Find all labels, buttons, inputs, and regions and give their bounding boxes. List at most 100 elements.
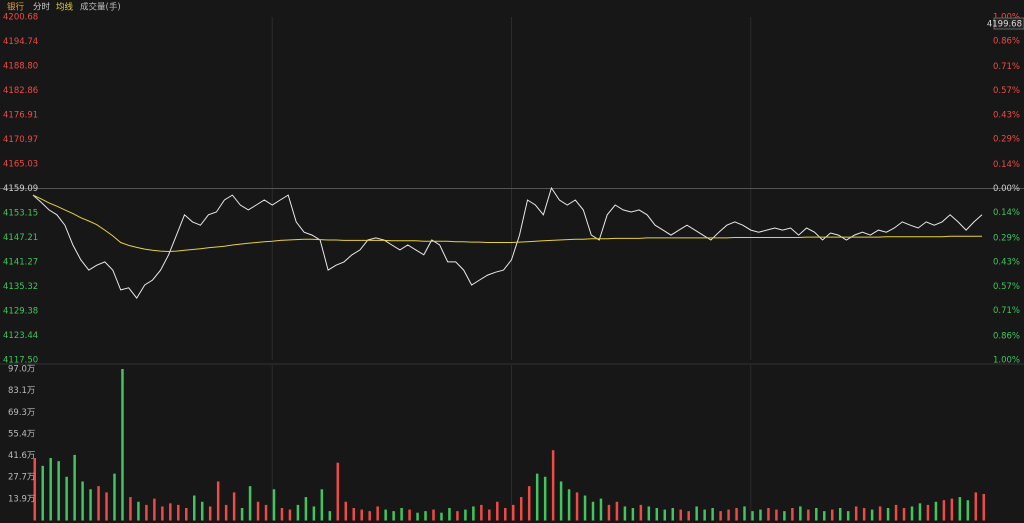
volume-bar: [910, 506, 914, 521]
volume-bar: [775, 509, 778, 521]
volume-bar: [304, 497, 308, 521]
volume-bar: [679, 509, 682, 521]
volume-bar: [512, 504, 515, 521]
y2-tick-label: 0.14%: [993, 208, 1020, 218]
volume-bar: [376, 506, 379, 521]
volume-bar: [169, 503, 172, 521]
y-tick-label: 69.3万: [8, 408, 35, 418]
volume-bar: [424, 511, 427, 521]
volume-bar: [575, 492, 579, 521]
chart-title: 银行: [7, 2, 25, 13]
volume-bar: [647, 506, 651, 521]
volume-bar: [49, 458, 52, 521]
volume-bar: [663, 509, 667, 521]
volume-bar: [432, 509, 435, 521]
crosshair-label: 4199.68: [987, 20, 1022, 30]
volume-bar: [193, 495, 196, 521]
volume-bar: [759, 509, 762, 521]
volume-bar: [743, 506, 746, 521]
volume-bar: [153, 498, 156, 521]
volume-bar: [200, 501, 204, 521]
volume-bar: [328, 511, 332, 521]
volume-bar: [791, 508, 794, 521]
y-tick-label: 4135.32: [3, 282, 38, 292]
y2-tick-label: 0.43%: [993, 258, 1020, 268]
volume-bar: [807, 509, 810, 521]
volume-bar: [815, 508, 818, 521]
volume-bar: [129, 497, 132, 521]
volume-bar: [161, 506, 164, 521]
volume-bar: [256, 501, 260, 521]
volume-bar: [113, 473, 116, 521]
y-tick-label: 4194.74: [3, 37, 38, 47]
y2-tick-label: 0.29%: [993, 134, 1020, 144]
volume-bar: [41, 465, 44, 521]
y-tick-label: 4153.15: [3, 208, 38, 218]
y-tick-label: 97.0万: [8, 365, 35, 375]
volume-bar: [567, 489, 571, 521]
volume-bar: [352, 508, 355, 521]
volume-bar: [456, 511, 459, 521]
volume-bar: [878, 506, 882, 521]
volume-bar: [615, 501, 619, 521]
volume-bar: [703, 509, 706, 521]
volume-bar: [751, 511, 754, 521]
volume-bar: [224, 504, 228, 521]
volume-bar: [695, 506, 698, 521]
volume-bar: [392, 511, 395, 521]
volume-bar: [280, 508, 284, 521]
volume-bar: [519, 497, 523, 521]
y2-tick-label: 0.86%: [993, 331, 1020, 341]
y-tick-label: 4117.50: [3, 356, 38, 366]
volume-bar: [950, 498, 954, 521]
y-tick-label: 4200.68: [3, 13, 38, 23]
volume-bar: [735, 508, 738, 521]
y-tick-label: 4123.44: [3, 331, 38, 341]
volume-bar: [838, 508, 842, 521]
y-tick-label: 4141.27: [3, 257, 38, 267]
volume-bar: [73, 454, 76, 521]
volume-bar: [496, 501, 499, 521]
y-tick-label: 4165.03: [3, 160, 38, 170]
volume-bar: [177, 504, 180, 521]
volume-bar: [607, 504, 611, 521]
volume-bar: [288, 509, 292, 521]
volume-bar: [918, 503, 922, 521]
y2-tick-label: 0.71%: [993, 306, 1020, 316]
volume-bar: [504, 508, 507, 521]
volume-bar: [886, 508, 890, 521]
volume-bar: [464, 509, 467, 521]
volume-bar: [543, 476, 547, 521]
y-tick-label: 55.4万: [8, 429, 35, 439]
volume-bar: [599, 498, 603, 521]
volume-bar: [527, 486, 531, 521]
volume-bar: [535, 473, 539, 521]
price-line: [32, 186, 983, 299]
y-tick-label: 27.7万: [8, 473, 35, 483]
volume-bar: [854, 506, 858, 521]
y-tick-label: 4188.80: [3, 61, 38, 71]
volume-bar: [934, 501, 938, 521]
volume-bar: [121, 369, 124, 521]
volume-bar: [958, 497, 962, 521]
volume-bar: [208, 506, 212, 521]
volume-bar: [264, 504, 268, 521]
volume-bar: [145, 504, 148, 521]
volume-bar: [440, 512, 443, 521]
crosshair-box: [993, 17, 1024, 30]
price-line: [32, 194, 982, 253]
volume-bar: [862, 508, 866, 521]
volume-bar: [655, 508, 659, 521]
y2-tick-label: 1.00%: [993, 356, 1020, 366]
volume-bar: [711, 508, 714, 521]
volume-bar: [583, 495, 587, 521]
volume-bar: [926, 504, 930, 521]
volume-title: 成交量(手): [80, 2, 121, 13]
y-tick-label: 4147.21: [3, 233, 38, 243]
y2-tick-label: 0.57%: [993, 86, 1020, 96]
y2-tick-label: 0.43%: [993, 110, 1020, 120]
volume-bar: [408, 509, 411, 521]
volume-bar: [783, 511, 786, 521]
volume-bar: [639, 504, 643, 521]
